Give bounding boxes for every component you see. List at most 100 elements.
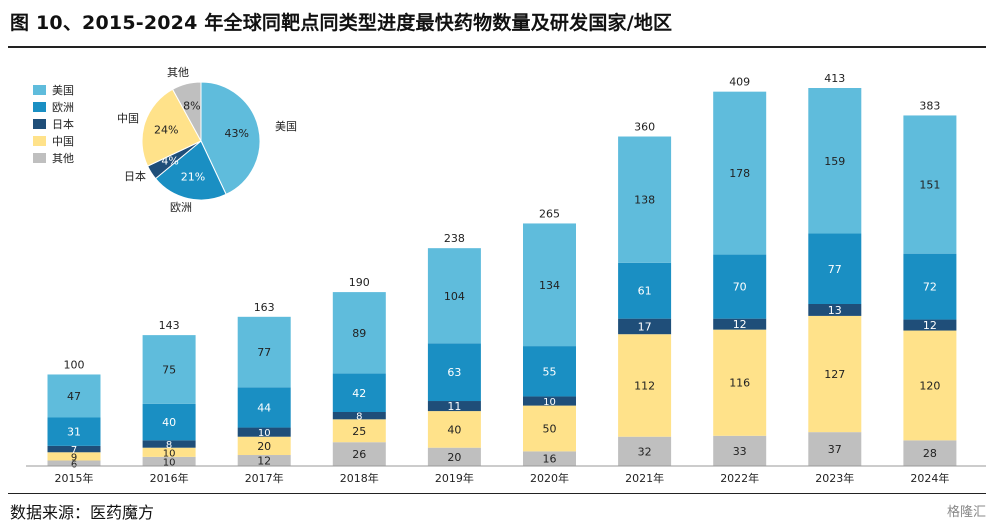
pie-category-label: 中国 bbox=[117, 112, 139, 125]
legend-swatch bbox=[33, 102, 46, 112]
bar-segment bbox=[808, 88, 862, 234]
bar-segment bbox=[47, 374, 101, 418]
bar-segment bbox=[903, 330, 957, 441]
bar-segment bbox=[47, 452, 101, 461]
pie-percent-label: 8% bbox=[183, 100, 200, 113]
bar-segment bbox=[427, 248, 481, 344]
bar-total-label: 409 bbox=[729, 76, 750, 89]
bar-segment bbox=[618, 318, 672, 335]
bar-value-label: 75 bbox=[162, 363, 176, 376]
bar-value-label: 37 bbox=[828, 443, 842, 456]
watermark-logo: 格隆汇 bbox=[946, 505, 986, 520]
bar-value-label: 26 bbox=[352, 448, 366, 461]
x-tick-label: 2018年 bbox=[340, 471, 379, 485]
bar-total-label: 163 bbox=[254, 301, 275, 314]
bar-segment bbox=[523, 405, 576, 452]
bar-value-label: 20 bbox=[257, 440, 271, 453]
bar-value-label: 104 bbox=[444, 290, 465, 303]
bar-segment bbox=[332, 419, 386, 443]
bar-value-label: 9 bbox=[71, 452, 77, 463]
bar-segment bbox=[332, 292, 386, 374]
bar-value-label: 12 bbox=[257, 455, 271, 468]
bar-segment bbox=[808, 233, 862, 304]
bar-segment bbox=[142, 335, 196, 404]
bar-segment bbox=[618, 436, 672, 466]
pie-category-label: 日本 bbox=[124, 169, 146, 183]
bar-total-label: 383 bbox=[919, 99, 940, 112]
bar-value-label: 151 bbox=[919, 179, 940, 192]
x-tick-label: 2019年 bbox=[435, 471, 474, 485]
bar-segment bbox=[713, 318, 767, 330]
bar-segment bbox=[142, 456, 196, 466]
x-tick-label: 2022年 bbox=[720, 471, 759, 485]
bar-segment bbox=[237, 387, 291, 428]
legend-label: 中国 bbox=[52, 135, 74, 148]
bar-value-label: 61 bbox=[638, 285, 652, 298]
bar-total-label: 100 bbox=[64, 358, 85, 371]
bar-value-label: 17 bbox=[638, 320, 652, 333]
bar-segment bbox=[903, 319, 957, 331]
bar-segment bbox=[142, 447, 196, 457]
x-tick-label: 2015年 bbox=[55, 471, 94, 485]
bar-value-label: 13 bbox=[828, 304, 842, 317]
legend-swatch bbox=[33, 153, 46, 163]
pie-category-label: 欧洲 bbox=[170, 201, 192, 214]
chart-title: 图 10、2015-2024 年全球同靶点同类型进度最快药物数量及研发国家/地区 bbox=[10, 12, 673, 34]
legend-label: 欧洲 bbox=[52, 101, 74, 114]
bar-segment bbox=[142, 440, 196, 448]
bar-segment bbox=[237, 455, 291, 466]
x-tick-label: 2021年 bbox=[625, 471, 664, 485]
bar-value-label: 178 bbox=[729, 167, 750, 180]
bar-total-label: 143 bbox=[159, 319, 180, 332]
x-tick-label: 2017年 bbox=[245, 471, 284, 485]
bar-value-label: 116 bbox=[729, 377, 750, 390]
bar-total-label: 190 bbox=[349, 276, 370, 289]
bar-value-label: 40 bbox=[447, 423, 461, 436]
bar-segment bbox=[523, 396, 576, 406]
bar-value-label: 44 bbox=[257, 401, 271, 414]
bar-value-label: 77 bbox=[257, 346, 271, 359]
bar-value-label: 7 bbox=[71, 445, 77, 456]
bar-value-label: 134 bbox=[539, 279, 560, 292]
bar-value-label: 42 bbox=[352, 387, 366, 400]
bar-value-label: 120 bbox=[919, 379, 940, 392]
bar-segment bbox=[713, 329, 767, 436]
bar-segment bbox=[332, 442, 386, 466]
bar-value-label: 6 bbox=[71, 459, 77, 470]
bar-segment bbox=[47, 445, 101, 453]
x-tick-label: 2023年 bbox=[815, 471, 854, 485]
bar-value-label: 12 bbox=[733, 318, 747, 331]
x-tick-label: 2016年 bbox=[150, 471, 189, 485]
bar-value-label: 40 bbox=[162, 416, 176, 429]
bar-value-label: 72 bbox=[923, 281, 937, 294]
bar-segment bbox=[237, 427, 291, 437]
bar-segment bbox=[903, 440, 957, 466]
pie-percent-label: 43% bbox=[224, 127, 248, 140]
bar-segment bbox=[237, 316, 291, 388]
pie-category-label: 美国 bbox=[275, 120, 297, 133]
bar-segment bbox=[713, 435, 767, 466]
bar-segment bbox=[237, 436, 291, 456]
legend-label: 其他 bbox=[52, 152, 74, 165]
bar-segment bbox=[713, 91, 767, 255]
bar-segment bbox=[427, 401, 481, 412]
bar-segment bbox=[903, 253, 957, 320]
pie-percent-label: 21% bbox=[181, 171, 205, 184]
bar-value-label: 8 bbox=[356, 412, 362, 423]
bar-value-label: 63 bbox=[447, 366, 461, 379]
bar-value-label: 25 bbox=[352, 425, 366, 438]
legend-swatch bbox=[33, 136, 46, 146]
bar-value-label: 127 bbox=[824, 368, 845, 381]
title-divider bbox=[8, 46, 986, 48]
bar-segment bbox=[808, 304, 862, 316]
bar-segment bbox=[332, 412, 386, 420]
bar-segment bbox=[808, 315, 862, 433]
bar-segment bbox=[808, 432, 862, 466]
x-tick-label: 2020年 bbox=[530, 471, 569, 485]
bar-value-label: 10 bbox=[258, 428, 271, 439]
bar-segment bbox=[47, 417, 101, 446]
bar-segment bbox=[427, 447, 481, 466]
bar-total-label: 238 bbox=[444, 232, 465, 245]
bar-value-label: 10 bbox=[163, 457, 176, 468]
pie-slice bbox=[200, 81, 261, 196]
